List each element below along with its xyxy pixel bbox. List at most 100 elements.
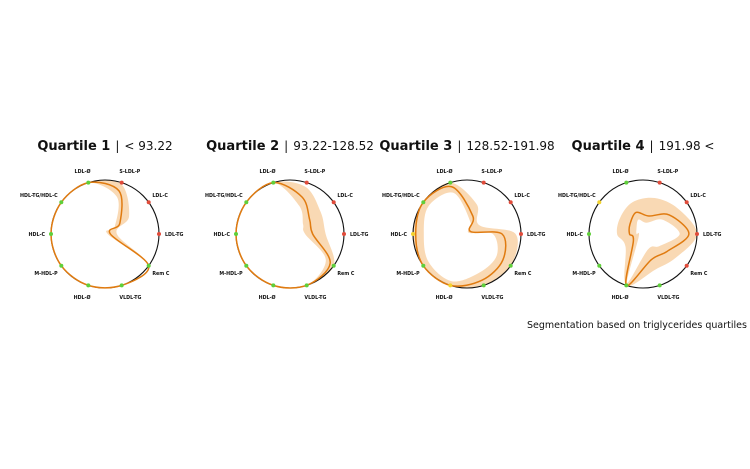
axis-marker [304,283,309,288]
axis-label: HDL-C [29,232,46,238]
axis-marker [684,200,689,205]
axis-marker [411,232,415,236]
axis-marker [519,232,523,236]
panel-title-4: Quartile 4 | 191.98 < [572,139,715,154]
radar-panel-2: Quartile 2 | 93.22-128.52 LDL-Ø S-LDL-P LDL-C… [205,139,374,301]
axis-label: VLDL-TG [481,295,503,301]
axis-marker [86,283,91,288]
title-quartile: Quartile 2 [206,139,279,154]
axis-label: HDL-Ø [436,294,453,301]
axis-label: LDL-Ø [437,168,453,175]
axis-label: HDL-Ø [259,294,276,301]
axis-label: LDL-Ø [613,168,629,175]
axis-label: VLDL-TG [304,295,326,301]
axis-label: LDL-C [690,193,706,199]
axis-label: LDL-Ø [260,168,276,175]
title-quartile: Quartile 1 [37,139,110,154]
axis-label: Rem C [514,271,532,277]
series-line [624,211,690,287]
axis-marker [49,232,53,236]
title-separator: | [284,139,288,153]
axis-label: HDL-C [567,232,584,238]
axis-marker [244,200,249,205]
axis-label: HDL-C [391,232,408,238]
axis-label: Rem C [337,271,355,277]
axis-marker [59,200,64,205]
figure-caption: Segmentation based on triglycerides quar… [527,320,747,331]
axis-label: HDL-TG/HDL-C [205,193,243,199]
axis-label: LDL-TG [350,232,368,238]
title-range: 128.52-191.98 [466,139,554,153]
axis-label: LDL-TG [165,232,183,238]
axis-marker [271,180,276,185]
axis-marker [331,200,336,205]
axis-marker [597,263,602,268]
axis-label: M-HDL-P [219,271,243,277]
axis-label: M-HDL-P [396,271,420,277]
axis-marker [587,232,591,236]
axis-marker [331,263,336,268]
axis-label: Rem C [690,271,708,277]
axis-marker [119,180,124,185]
axis-marker [657,180,662,185]
axis-label: HDL-TG/HDL-C [558,193,596,199]
axis-marker [624,283,629,288]
axis-marker [304,180,309,185]
axis-marker [421,200,426,205]
axis-label: LDL-C [152,193,168,199]
axis-marker [481,180,486,185]
axis-label: HDL-TG/HDL-C [20,193,58,199]
axis-marker [157,232,161,236]
title-range: 93.22-128.52 [293,139,374,153]
title-quartile: Quartile 4 [572,139,645,154]
panel-title-3: Quartile 3 | 128.52-191.98 [379,139,554,154]
axis-label: M-HDL-P [34,271,58,277]
panel-title-1: Quartile 1 | < 93.22 [37,139,172,154]
title-range: 191.98 < [659,139,715,153]
axis-label: VLDL-TG [119,295,141,301]
axis-label: HDL-Ø [612,294,629,301]
axis-label: M-HDL-P [572,271,596,277]
axis-marker [244,263,249,268]
axis-label: LDL-C [337,193,353,199]
axis-marker [657,283,662,288]
confidence-band [413,182,518,288]
radar-panel-4: Quartile 4 | 191.98 < LDL-Ø S-LDL-P LDL-C LDL-… [558,139,721,301]
axis-label: S-LDL-P [119,169,140,175]
axis-marker [59,263,64,268]
axis-label: HDL-C [214,232,231,238]
axis-label: S-LDL-P [481,169,502,175]
panel-title-2: Quartile 2 | 93.22-128.52 [206,139,374,154]
title-quartile: Quartile 3 [379,139,452,154]
axis-marker [119,283,124,288]
title-range: < 93.22 [124,139,172,153]
confidence-band [51,180,149,288]
axis-marker [146,263,151,268]
axis-label: Rem C [152,271,170,277]
confidence-band [236,181,335,289]
title-separator: | [115,139,119,153]
axis-marker [448,283,453,288]
axis-label: LDL-TG [703,232,721,238]
axis-label: LDL-C [514,193,530,199]
series-line [414,185,507,287]
axis-label: LDL-Ø [75,168,91,175]
axis-marker [86,180,91,185]
axis-marker [271,283,276,288]
axis-marker [146,200,151,205]
axis-label: VLDL-TG [657,295,679,301]
axis-marker [508,263,513,268]
axis-label: S-LDL-P [304,169,325,175]
axis-marker [597,200,602,205]
axis-marker [695,232,699,236]
axis-label: HDL-TG/HDL-C [382,193,420,199]
axis-marker [421,263,426,268]
axis-marker [508,200,513,205]
title-separator: | [457,139,461,153]
series-line [50,181,150,289]
axis-marker [684,263,689,268]
axis-label: LDL-TG [527,232,545,238]
confidence-band [616,197,698,287]
axis-marker [481,283,486,288]
